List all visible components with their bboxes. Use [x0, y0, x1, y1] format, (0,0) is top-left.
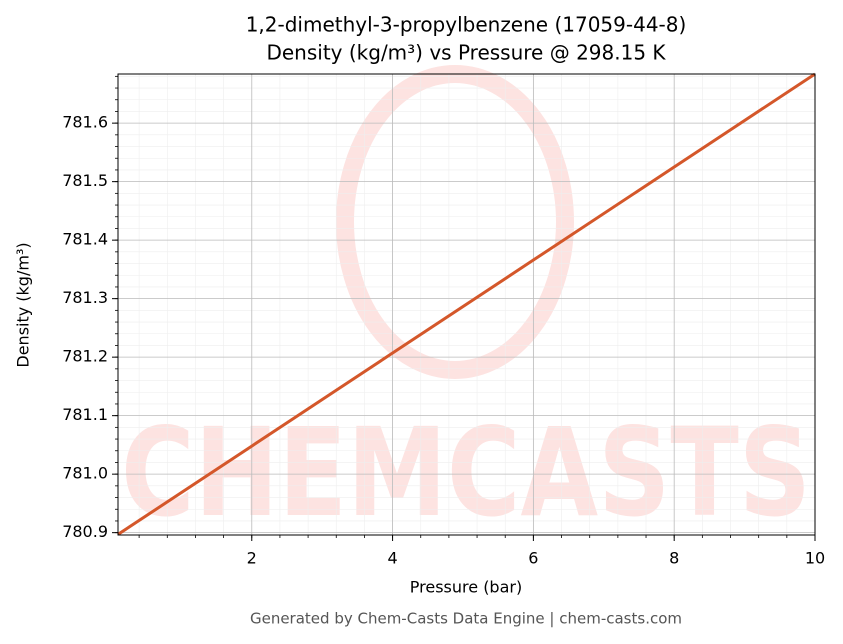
x-tick-label: 8 — [669, 549, 679, 568]
y-tick-label: 781.2 — [62, 347, 108, 366]
chart-title: 1,2-dimethyl-3-propylbenzene (17059-44-8… — [246, 13, 687, 37]
x-tick-label: 2 — [247, 549, 257, 568]
x-tick-label: 6 — [528, 549, 538, 568]
chart-subtitle: Density (kg/m³) vs Pressure @ 298.15 K — [266, 41, 666, 65]
x-axis-label: Pressure (bar) — [410, 578, 522, 597]
y-tick-label: 781.6 — [62, 113, 108, 132]
y-tick-label: 781.0 — [62, 464, 108, 483]
y-axis-label: Density (kg/m³) — [14, 242, 33, 367]
y-tick-label: 780.9 — [62, 522, 108, 541]
y-tick-label: 781.4 — [62, 230, 108, 249]
y-tick-label: 781.3 — [62, 288, 108, 307]
y-tick-label: 781.5 — [62, 171, 108, 190]
x-tick-label: 10 — [805, 549, 825, 568]
y-tick-label: 781.1 — [62, 405, 108, 424]
watermark-logo — [336, 65, 574, 379]
x-tick-label: 4 — [387, 549, 397, 568]
plot-frame — [117, 73, 816, 536]
watermark: CHEMCASTS — [121, 402, 811, 544]
footer: Generated by Chem-Casts Data Engine | ch… — [250, 610, 682, 628]
data-line — [117, 72, 816, 536]
